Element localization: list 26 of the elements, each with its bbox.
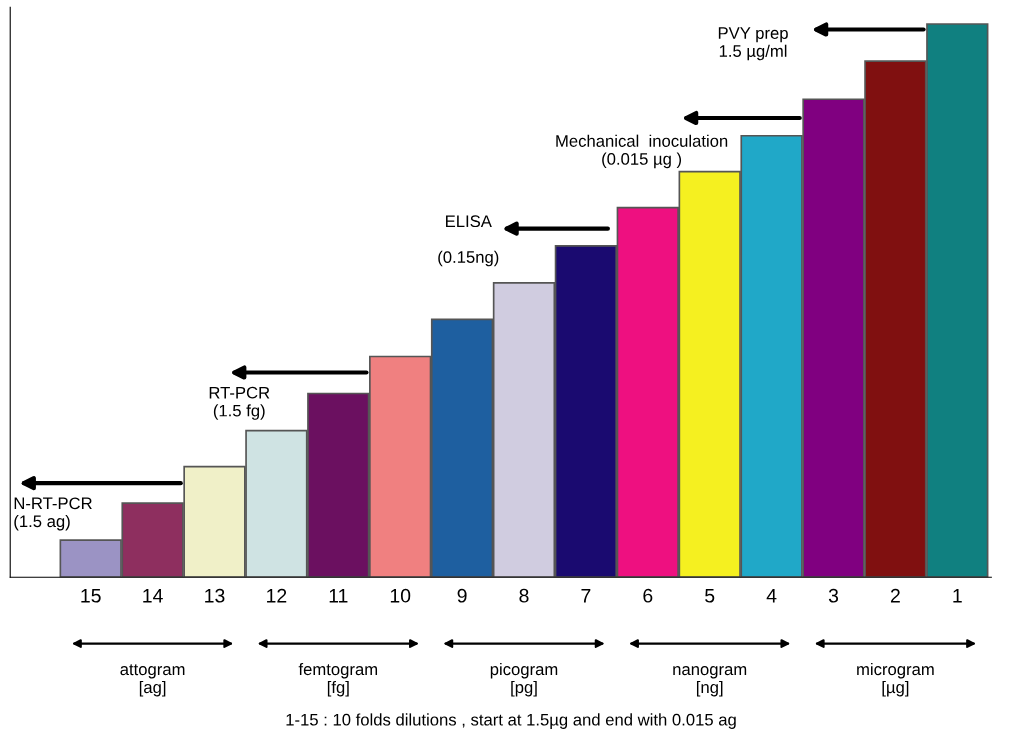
text: attogram [ag] bbox=[120, 664, 185, 697]
annotation: PVY prep 1.5 µg/ml bbox=[718, 27, 788, 61]
text: picogram [pg] bbox=[490, 662, 558, 697]
text: femtogram [fg] bbox=[298, 662, 378, 697]
x-tick-label: 2 bbox=[890, 588, 900, 603]
x-tick-label: 13 bbox=[205, 588, 225, 603]
text: microgram [µg] bbox=[857, 662, 934, 697]
x-tick-label: 4 bbox=[766, 589, 777, 603]
x-tick-label: 14 bbox=[143, 589, 163, 603]
text: ELISA (0.15ng) bbox=[438, 215, 499, 267]
x-tick-label: 9 bbox=[457, 588, 467, 603]
x-tick-label: 10 bbox=[390, 588, 411, 603]
x-tick-label: 12 bbox=[267, 588, 287, 603]
x-tick-label: 7 bbox=[581, 589, 591, 603]
x-tick-label: 8 bbox=[519, 588, 529, 603]
x-tick-label: 6 bbox=[643, 588, 653, 603]
text: nanogram [ng] bbox=[673, 666, 747, 697]
annotation: N-RT-PCR (1.5 ag) bbox=[14, 497, 92, 531]
text: 1-15 : 10 folds dilutions , start at 1.5µg and end with 0.015 ag bbox=[286, 713, 736, 729]
x-tick-label: 15 bbox=[81, 589, 101, 603]
annotation: RT-PCR (1.5 fg) bbox=[209, 386, 270, 420]
x-tick-label: 1 bbox=[953, 589, 962, 603]
x-tick-label: 3 bbox=[828, 588, 839, 603]
x-tick-label: 11 bbox=[329, 589, 348, 603]
x-tick-label: 5 bbox=[705, 589, 715, 603]
annotation: Mechanical inoculation (0.015 µg ) bbox=[556, 134, 728, 169]
